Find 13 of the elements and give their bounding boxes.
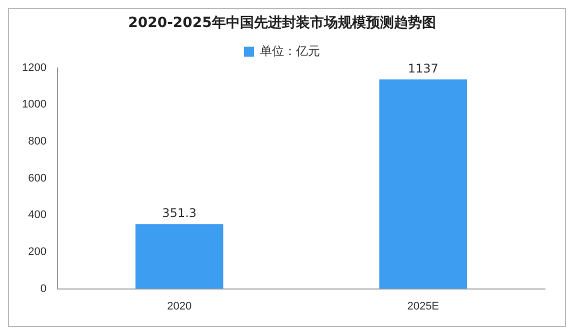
x-tick-label: 2020 (167, 300, 192, 312)
y-tick-label: 800 (28, 136, 46, 148)
y-tick-label: 400 (28, 209, 46, 222)
y-tick-label: 1200 (22, 62, 46, 74)
y-tick-label: 600 (28, 172, 46, 184)
chart-title: 2020-2025年中国先进封装市场规模预测趋势图 (128, 14, 436, 32)
y-tick-label: 1000 (22, 98, 46, 111)
x-tick-label: 2025E (407, 300, 440, 312)
data-label: 351.3 (162, 206, 197, 220)
y-tick-label: 200 (28, 246, 46, 258)
data-label: 1137 (408, 62, 438, 76)
y-tick-label: 0 (40, 282, 46, 295)
legend-label: 单位：亿元 (260, 44, 320, 58)
